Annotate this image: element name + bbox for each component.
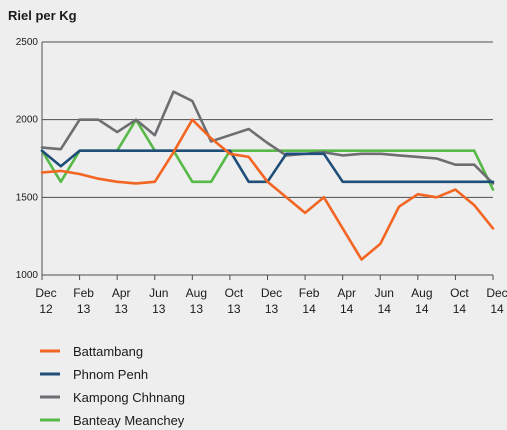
x-tick-label-month: Jun: [149, 286, 168, 300]
x-tick-label-month: Jun: [375, 286, 394, 300]
x-tick-label-year: 13: [152, 302, 166, 316]
x-tick-label-year: 13: [77, 302, 91, 316]
x-tick-label-month: Apr: [337, 286, 356, 300]
y-tick-label: 1000: [16, 270, 39, 281]
x-tick-label-month: Oct: [450, 286, 469, 300]
series-lines: [40, 90, 495, 261]
y-axis-label: Riel per Kg: [8, 8, 77, 23]
series-line-kampong-chhnang: [40, 90, 495, 185]
x-tick-label-month: Dec: [261, 286, 282, 300]
y-tick-label: 2500: [16, 37, 39, 48]
x-tick-label-month: Apr: [112, 286, 131, 300]
x-tick-label-month: Aug: [411, 286, 432, 300]
x-tick-label-year: 14: [415, 302, 429, 316]
x-tick-label-year: 12: [39, 302, 53, 316]
x-tick-label-year: 14: [490, 302, 504, 316]
y-tick-label: 2000: [16, 115, 39, 126]
x-tick-label-month: Feb: [299, 286, 320, 300]
legend-label: Phnom Penh: [73, 367, 148, 382]
legend: Battambang Phnom Penh Kampong Chhnang Bante…: [40, 344, 185, 428]
x-tick-label-year: 13: [114, 302, 128, 316]
x-tick-label-year: 14: [453, 302, 467, 316]
x-tick-label-month: Dec: [35, 286, 56, 300]
x-tick-label-year: 14: [302, 302, 316, 316]
x-tick-label-year: 13: [190, 302, 204, 316]
x-tick-label-year: 14: [378, 302, 392, 316]
x-tick-label-month: Dec: [486, 286, 507, 300]
axes: [41, 42, 494, 280]
x-tick-labels: Dec 12 Feb 13 Apr 13 Jun 13 Aug 13 Oct 13 Dec 13 Feb 14…: [35, 286, 507, 316]
x-tick-label-year: 14: [340, 302, 354, 316]
x-tick-label-month: Feb: [73, 286, 94, 300]
x-tick-label-year: 13: [265, 302, 279, 316]
legend-label: Banteay Meanchey: [73, 413, 185, 428]
legend-label: Battambang: [73, 344, 143, 359]
x-tick-label-month: Oct: [225, 286, 244, 300]
x-tick-label-year: 13: [227, 302, 241, 316]
y-tick-labels: 1000 1500 2000 2500: [16, 37, 39, 281]
legend-label: Kampong Chhnang: [73, 390, 185, 405]
y-tick-label: 1500: [16, 192, 39, 203]
x-tick-label-month: Aug: [186, 286, 207, 300]
series-line-battambang: [40, 118, 495, 261]
